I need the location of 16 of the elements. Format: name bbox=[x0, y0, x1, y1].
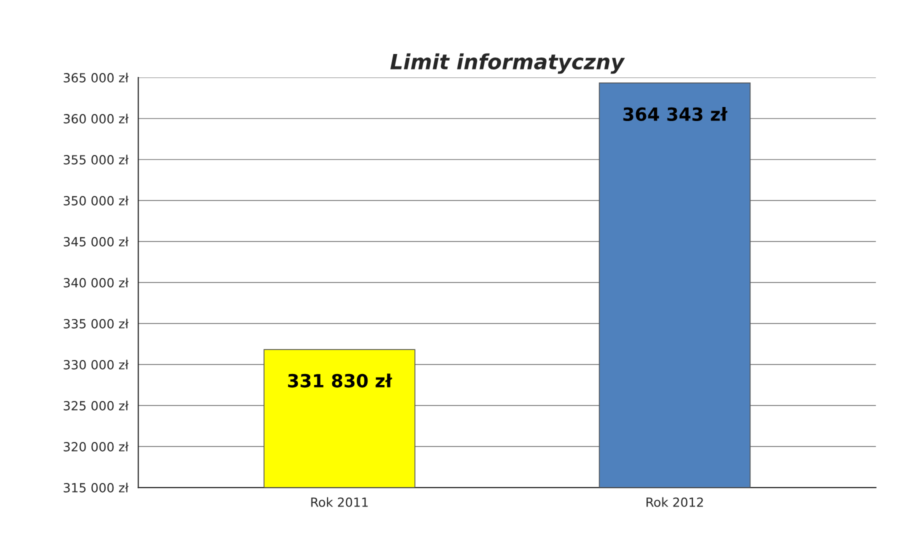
x-tick-label: Rok 2011 bbox=[311, 497, 368, 507]
chart-title: Limit informatyczny bbox=[390, 53, 625, 74]
x-tick-label: Rok 2012 bbox=[646, 497, 703, 507]
y-tick-label: 355 000 zł bbox=[64, 154, 129, 164]
y-tick-label: 320 000 zł bbox=[64, 442, 129, 452]
y-tick-label: 325 000 zł bbox=[64, 400, 129, 410]
data-label: 331 830 zł bbox=[288, 374, 392, 388]
y-tick-label: 330 000 zł bbox=[64, 360, 129, 370]
y-tick-label: 315 000 zł bbox=[64, 482, 129, 492]
y-tick-label: 335 000 zł bbox=[64, 318, 129, 328]
y-tick-label: 340 000 zł bbox=[64, 278, 129, 288]
data-label: 364 343 zł bbox=[623, 107, 728, 121]
y-tick-label: 365 000 zł bbox=[64, 72, 129, 82]
y-tick-label: 360 000 zł bbox=[64, 114, 129, 124]
y-tick-label: 350 000 zł bbox=[64, 196, 129, 206]
y-tick-label: 345 000 zł bbox=[64, 236, 129, 246]
